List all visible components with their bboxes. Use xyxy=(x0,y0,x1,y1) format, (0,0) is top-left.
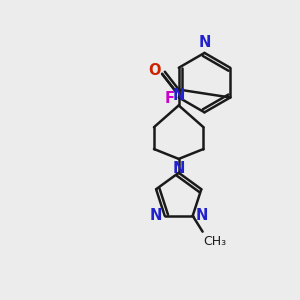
Text: O: O xyxy=(148,63,161,78)
Text: N: N xyxy=(198,35,211,50)
Text: CH₃: CH₃ xyxy=(204,235,227,248)
Text: N: N xyxy=(149,208,162,223)
Text: N: N xyxy=(196,208,208,223)
Text: N: N xyxy=(172,88,185,104)
Text: N: N xyxy=(172,161,185,176)
Text: F: F xyxy=(165,91,175,106)
